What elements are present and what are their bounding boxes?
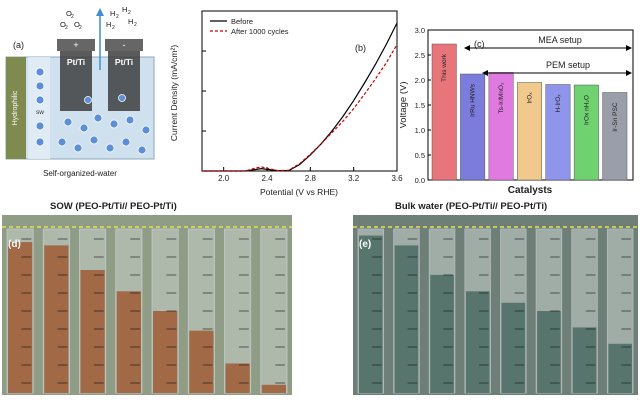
bar-4 — [545, 84, 571, 181]
svg-text:O: O — [74, 20, 80, 29]
x-axis-label: Potential (V vs RHE) — [260, 187, 338, 197]
panel-e-photo: (e) — [353, 215, 638, 395]
panel-c-bar-chart: Voltage (V) Catalysts (c) 0.0 0.5 1.0 1.5 2.… — [400, 26, 634, 195]
water-column-0 — [8, 242, 33, 393]
svg-text:2: 2 — [112, 25, 115, 31]
series-line-0 — [202, 22, 398, 172]
panel-b-label: (b) — [355, 43, 366, 53]
panel-a-caption: Self-organized-water — [43, 169, 117, 178]
legend-label-1: After 1000 cycles — [231, 27, 289, 36]
series-line-1 — [202, 44, 398, 172]
y-tick-label: 2.0 — [415, 76, 425, 85]
svg-text:H: H — [110, 9, 115, 18]
water-column-3 — [116, 291, 141, 393]
sign-plus: + — [73, 40, 78, 50]
y-tick-label: 0.5 — [415, 151, 425, 160]
panel-c-label: (c) — [474, 39, 485, 49]
bar-label-3: IrOₓ — [527, 92, 534, 104]
x-tick-label: 3.6 — [391, 174, 403, 183]
water-column-6 — [225, 363, 250, 393]
water-column-1 — [394, 245, 419, 393]
bar-label-1: IrRu HNWs — [470, 83, 477, 117]
water-column-2 — [430, 274, 454, 393]
bar-label-0: This work — [441, 53, 448, 82]
panel-d-label: (d) — [8, 239, 21, 250]
sign-minus: - — [123, 40, 126, 50]
y-tick-label: 1.5 — [415, 101, 425, 110]
y-tick-label: 0.0 — [415, 176, 425, 185]
water-column-5 — [537, 311, 561, 393]
x-tick-label: 2.8 — [305, 174, 317, 183]
pem-label: PEM setup — [546, 60, 590, 70]
svg-text:2: 2 — [116, 14, 119, 20]
electrode-right-label: Pt/Ti — [115, 57, 133, 67]
panel-e-title: Bulk water (PEO-Pt/Ti// PEO-Pt/Ti) — [395, 201, 548, 212]
water-column-2 — [80, 270, 105, 393]
water-column-7 — [261, 384, 286, 393]
bar-label-2: Ts-Ir/MnO₂ — [498, 82, 505, 114]
water-column-0 — [359, 235, 383, 393]
bar-6 — [602, 92, 628, 181]
svg-text:2: 2 — [65, 25, 68, 31]
panel-e-label: (e) — [359, 239, 371, 250]
panel-d-photo: (d) — [2, 215, 292, 395]
bar-label-5: IrOx nH₂O — [583, 95, 590, 125]
mea-label: MEA setup — [538, 35, 582, 45]
y-tick-label: 2.5 — [415, 51, 425, 60]
svg-text:2: 2 — [71, 14, 74, 20]
legend-label-0: Before — [231, 17, 253, 26]
svg-text:H: H — [106, 20, 111, 29]
bar-3 — [517, 82, 542, 181]
water-column-6 — [572, 327, 597, 393]
x-tick-label: 2.0 — [218, 174, 230, 183]
svg-text:H: H — [122, 5, 127, 14]
water-column-1 — [44, 245, 69, 393]
bar-1 — [460, 73, 486, 181]
svg-text:O: O — [66, 9, 72, 18]
y-axis-label: Current Density (mA/cm²) — [169, 45, 179, 142]
x-tick-label: 2.4 — [261, 174, 273, 183]
x-axis-label: Catalysts — [508, 185, 553, 195]
y-axis-label: Voltage (V) — [400, 82, 409, 129]
bar-0 — [431, 43, 457, 181]
water-column-4 — [153, 311, 178, 393]
bar-label-4: H-IrOₓ — [555, 94, 562, 113]
water-column-4 — [501, 302, 526, 393]
hydrophilic-label: Hydrophilic — [12, 90, 19, 125]
bar-5 — [573, 84, 599, 181]
svg-text:2: 2 — [79, 25, 82, 31]
water-molecules — [35, 67, 151, 155]
water-column-5 — [189, 330, 214, 393]
hydrophilic-layer — [6, 57, 26, 159]
electrode-left-label: Pt/Ti — [67, 57, 85, 67]
bar-label-6: Ir-Sn PSC — [612, 102, 619, 132]
y-tick-label: 1.0 — [415, 126, 425, 135]
svg-text:2: 2 — [134, 22, 137, 28]
svg-text:O: O — [60, 20, 66, 29]
panel-b-line-chart: (b) Current Density (mA/cm²) Potential (… — [169, 10, 403, 197]
y-tick-label: 3.0 — [415, 26, 425, 35]
svg-text:H: H — [128, 17, 133, 26]
panel-a-label: (a) — [13, 40, 24, 50]
sw-label: sw — [36, 109, 44, 116]
water-column-7 — [608, 343, 632, 393]
x-tick-label: 3.2 — [348, 174, 360, 183]
water-column-3 — [465, 291, 490, 393]
svg-text:2: 2 — [128, 10, 131, 16]
panel-d-title: SOW (PEO-Pt/Ti// PEO-Pt/Ti) — [50, 201, 177, 212]
